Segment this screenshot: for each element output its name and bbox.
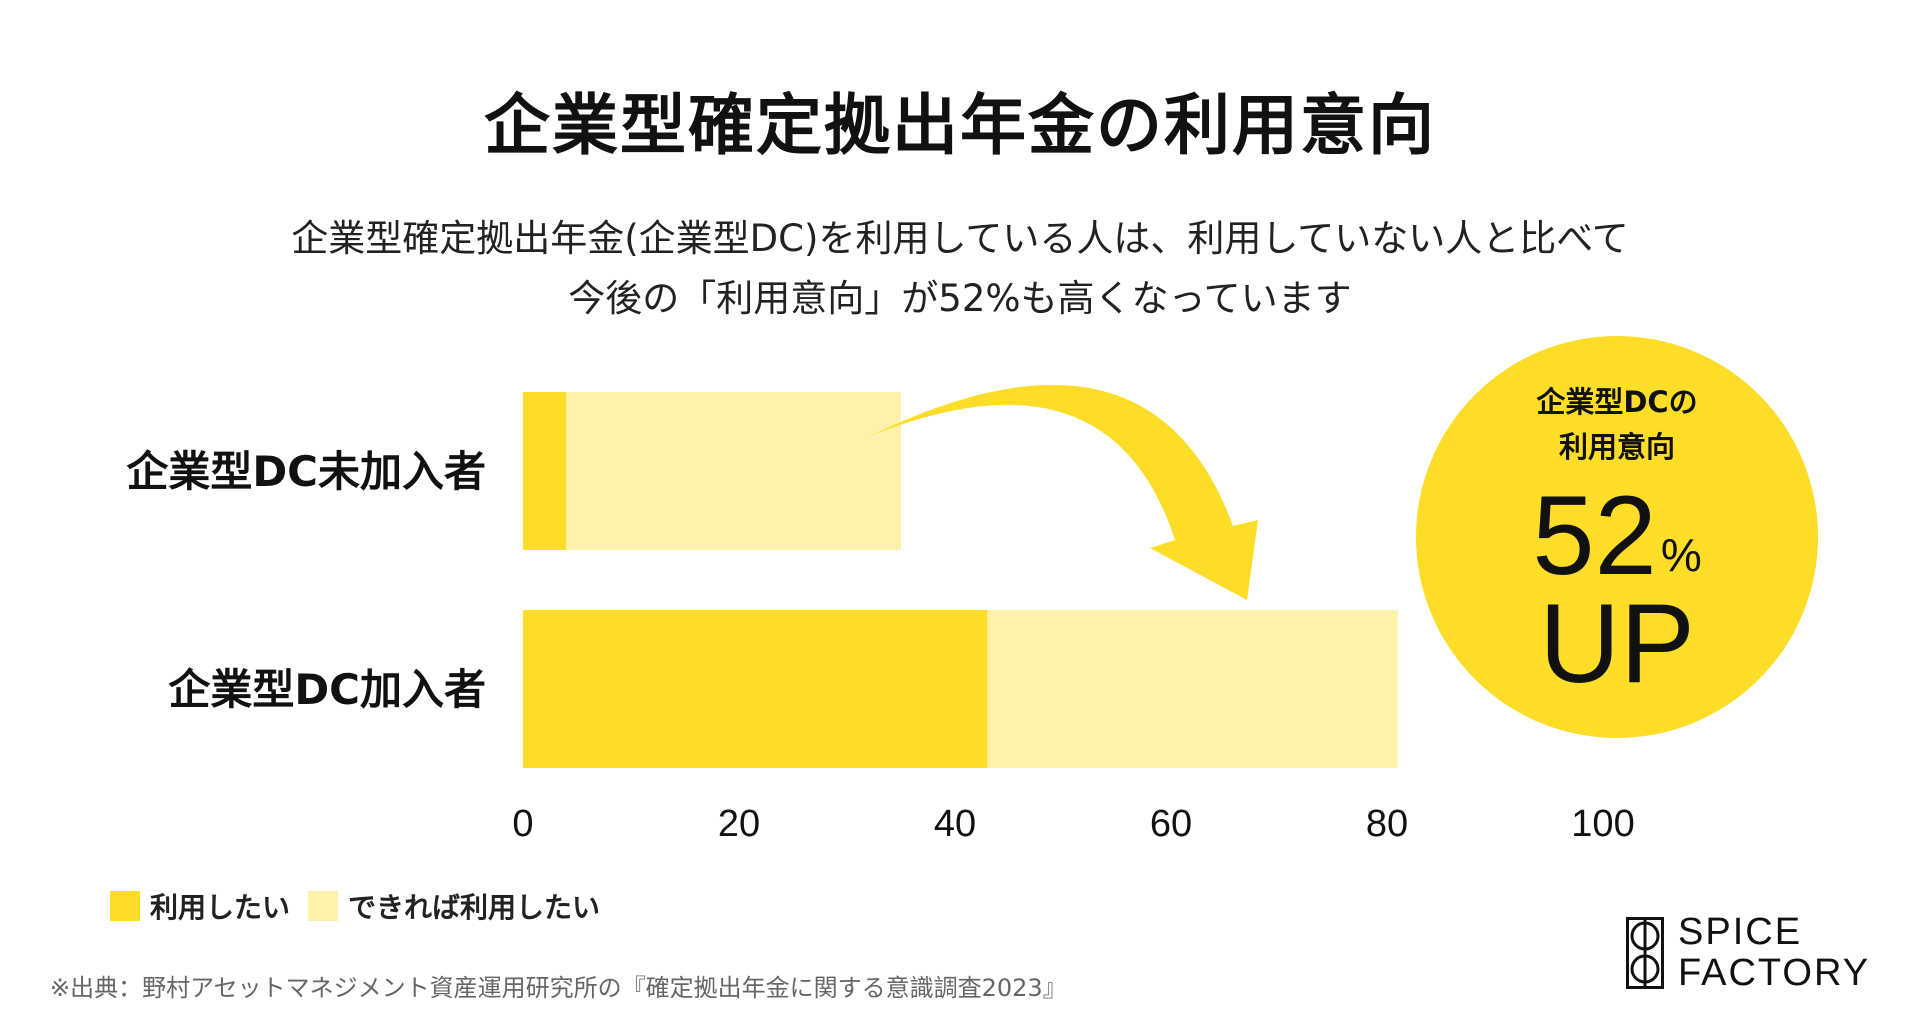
category-label-0: 企業型DC未加入者 bbox=[126, 447, 486, 496]
legend-swatch-use bbox=[110, 891, 140, 921]
bar-use-1 bbox=[523, 610, 988, 768]
badge-up-text: UP bbox=[1539, 581, 1695, 706]
source-note: ※出典：野村アセットマネジメント資産運用研究所の『確定拠出年金に関する意識調査2… bbox=[50, 974, 1067, 1002]
legend-item-use: 利用したい bbox=[110, 886, 290, 926]
x-tick-label-0: 0 bbox=[512, 803, 533, 845]
spice-factory-logo: SPICE FACTORY bbox=[1626, 912, 1870, 994]
logo-mark-icon bbox=[1626, 917, 1664, 989]
badge-line-1: 企業型DCの bbox=[1536, 385, 1698, 419]
highlight-badge: 企業型DCの 利用意向 52 % UP bbox=[1416, 336, 1818, 738]
logo-line-1: SPICE bbox=[1678, 911, 1803, 953]
x-tick-label-4: 80 bbox=[1366, 803, 1408, 845]
x-tick-label-2: 40 bbox=[934, 803, 976, 845]
bar-use-0 bbox=[523, 392, 567, 550]
subtitle-line-2: 今後の「利用意向」が52%も高くなっています bbox=[568, 277, 1352, 320]
x-tick-label-1: 20 bbox=[718, 803, 760, 845]
bar-maybe-1 bbox=[987, 610, 1398, 768]
badge-percent-sign: % bbox=[1660, 529, 1702, 581]
bar-maybe-0 bbox=[566, 392, 901, 550]
subtitle-line-1: 企業型確定拠出年金(企業型DC)を利用している人は、利用していない人と比べて bbox=[291, 217, 1629, 260]
legend-label-maybe: できれば利用したい bbox=[348, 891, 601, 924]
logo-wordmark: SPICE FACTORY bbox=[1678, 912, 1870, 994]
legend-label-use: 利用したい bbox=[150, 891, 291, 924]
legend-swatch-maybe bbox=[308, 891, 339, 921]
badge-number: 52 bbox=[1532, 473, 1657, 598]
chart-legend: 利用したい できれば利用したい bbox=[110, 886, 618, 926]
legend-item-maybe: できれば利用したい bbox=[308, 886, 600, 926]
x-tick-label-3: 60 bbox=[1150, 803, 1192, 845]
x-tick-label-5: 100 bbox=[1571, 803, 1634, 845]
page-title: 企業型確定拠出年金の利用意向 bbox=[484, 87, 1436, 164]
category-label-1: 企業型DC加入者 bbox=[168, 665, 486, 714]
curved-arrow-icon bbox=[870, 384, 1258, 600]
logo-line-2: FACTORY bbox=[1678, 952, 1871, 994]
badge-figure: 52 % bbox=[1532, 480, 1701, 592]
badge-line-2: 利用意向 bbox=[1558, 430, 1675, 464]
